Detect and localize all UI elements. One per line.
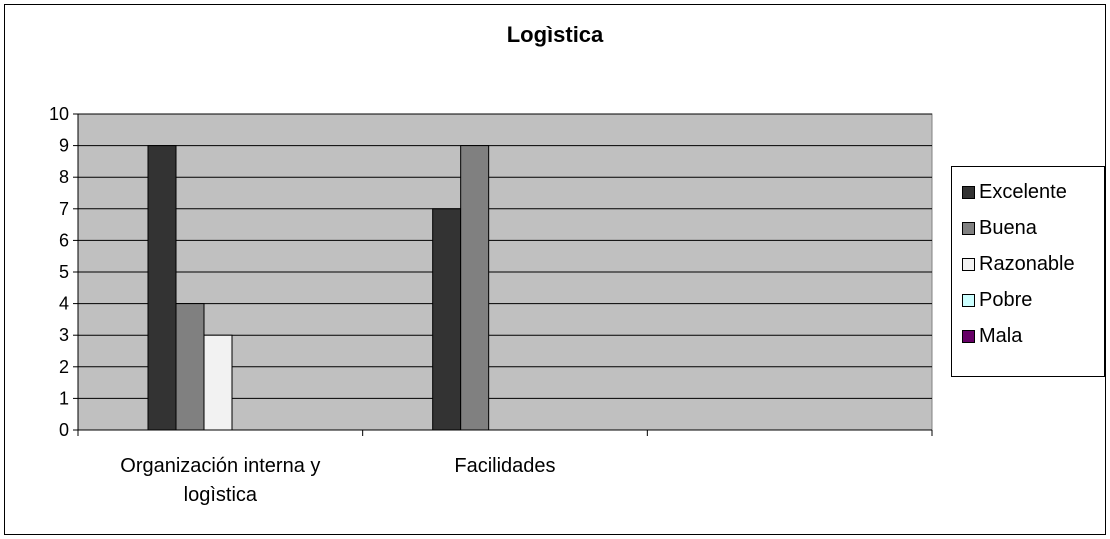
y-tick-label: 8 [59,167,69,187]
legend-label: Mala [979,324,1023,347]
y-tick-label: 10 [49,104,69,124]
bar-excelente [147,145,177,431]
legend-label: Buena [979,216,1037,239]
legend-label: Pobre [979,288,1033,311]
legend-label: Excelente [979,180,1067,203]
y-tick-label: 0 [59,420,69,440]
y-tick-label: 5 [59,262,69,282]
legend-swatch [962,257,975,271]
legend-swatch [962,221,975,235]
y-tick-label: 2 [59,357,69,377]
legend-item: Pobre [962,287,1032,313]
legend-label: Razonable [979,252,1075,275]
legend: Excelente Buena Razonable Pobre Mala [951,166,1105,377]
y-tick-label: 1 [59,388,69,408]
y-tick-label: 4 [59,294,69,314]
bar-excelente [432,208,462,431]
bar-buena [175,303,205,431]
y-tick-label: 9 [59,136,69,156]
legend-item: Buena [962,215,1037,241]
legend-swatch [962,329,975,343]
y-tick-label: 6 [59,230,69,250]
legend-swatch [962,293,975,307]
chart-title: Logìstica [506,22,604,47]
legend-item: Excelente [962,179,1067,205]
y-tick-label: 7 [59,199,69,219]
y-tick-label: 3 [59,325,69,345]
x-category-label: Organización interna y logìstica [120,455,321,506]
legend-swatch [962,185,975,199]
legend-item: Mala [962,323,1022,349]
bar-razonable [203,334,233,431]
legend-item: Razonable [962,251,1075,277]
x-category-label: Facilidades [454,455,556,477]
bar-buena [460,145,490,431]
